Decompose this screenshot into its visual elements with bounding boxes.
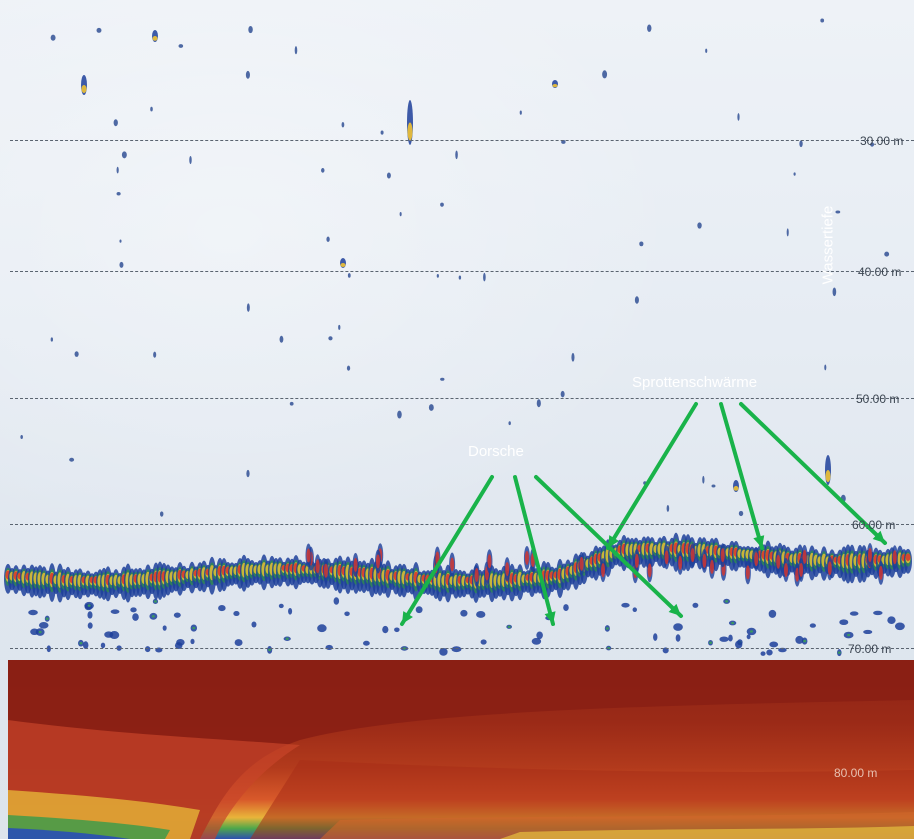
depth-line-70	[10, 648, 914, 649]
depth-line-30	[10, 140, 914, 141]
depth-axis-title-text: Wassertiefe	[819, 205, 837, 285]
depth-line-50	[10, 398, 914, 399]
depth-label-50: 50.00 m	[856, 392, 900, 406]
seabed-echo	[8, 660, 914, 839]
depth-label-70: 70.00 m	[848, 642, 892, 656]
depth-axis-title: Wassertiefe	[813, 190, 843, 300]
depth-line-60	[10, 524, 914, 525]
depth-label-60: 60.00 m	[852, 518, 896, 532]
cod-label: Dorsche	[468, 443, 524, 460]
depth-label-80: 80.00 m	[834, 766, 878, 780]
depth-label-30: 30.00 m	[860, 134, 904, 148]
depth-line-40	[10, 271, 914, 272]
sprat-schools-label: Sprottenschwärme	[632, 374, 758, 391]
fish-echo-layer	[4, 18, 912, 657]
depth-label-40: 40.00 m	[858, 265, 902, 279]
